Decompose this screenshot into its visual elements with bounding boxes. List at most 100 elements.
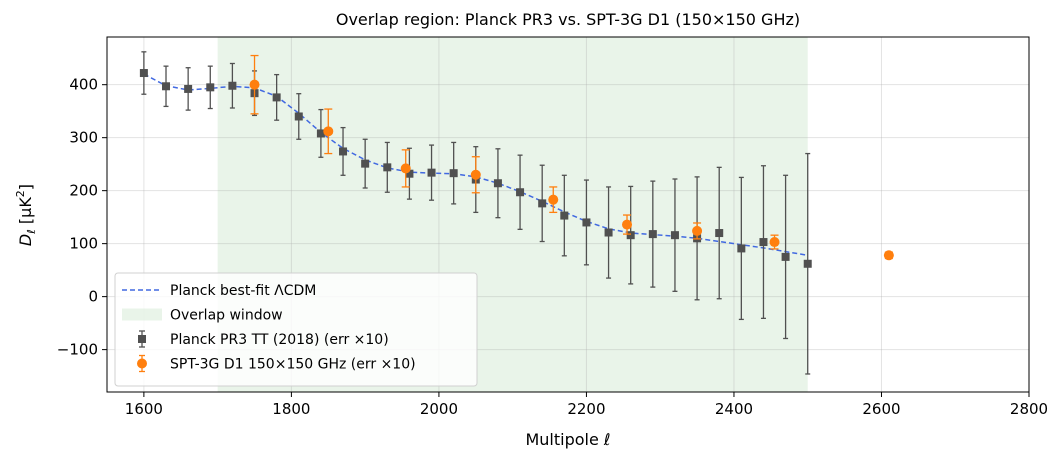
planck-point xyxy=(538,164,547,243)
spt-point xyxy=(548,186,559,214)
square-marker xyxy=(427,168,436,177)
square-marker xyxy=(648,230,657,239)
y-tick-label: 400 xyxy=(69,76,98,94)
planck-point xyxy=(316,108,325,158)
planck-point xyxy=(648,180,657,288)
circle-marker xyxy=(400,163,411,174)
planck-point xyxy=(427,144,436,201)
square-marker xyxy=(405,169,414,178)
y-axis-label-subscript: ℓ xyxy=(25,229,38,235)
square-marker xyxy=(139,69,148,78)
y-tick-label: −100 xyxy=(57,341,98,359)
planck-point xyxy=(361,138,370,189)
planck-point xyxy=(560,174,569,257)
x-tick-label: 1800 xyxy=(272,400,310,418)
square-marker xyxy=(272,93,281,102)
square-marker xyxy=(206,83,215,92)
planck-point xyxy=(493,148,502,219)
legend-entry: Planck PR3 TT (2018) (err ×10) xyxy=(138,330,389,348)
planck-point xyxy=(626,185,635,285)
legend-entry: Overlap window xyxy=(122,308,283,324)
square-marker xyxy=(184,84,193,93)
square-marker xyxy=(228,81,237,90)
square-marker xyxy=(449,169,458,178)
square-marker xyxy=(715,229,724,238)
y-axis-label-unit: [μK xyxy=(16,197,35,230)
planck-point xyxy=(516,154,525,230)
legend-label: Overlap window xyxy=(170,308,283,324)
planck-point xyxy=(383,141,392,193)
plot-frame xyxy=(106,36,1030,393)
legend: Planck best-fit ΛCDM Overlap window Planck… xyxy=(114,272,478,387)
square-marker xyxy=(604,228,613,237)
circle-marker xyxy=(769,237,780,248)
planck-point xyxy=(294,93,303,140)
planck-point xyxy=(449,141,458,205)
circle-marker xyxy=(692,225,703,236)
planck-point xyxy=(737,176,746,321)
legend-box xyxy=(114,272,478,387)
y-tick-label: 300 xyxy=(69,129,98,147)
planck-point xyxy=(405,147,414,200)
planck-point xyxy=(228,62,237,109)
planck-point xyxy=(184,67,193,111)
planck-point xyxy=(139,51,148,95)
legend-square-marker xyxy=(138,335,146,343)
square-marker xyxy=(339,147,348,156)
square-marker xyxy=(294,112,303,121)
square-marker xyxy=(361,159,370,168)
spt-point xyxy=(249,54,260,115)
spt-point xyxy=(883,250,894,261)
planck-point xyxy=(582,179,591,266)
spt-point xyxy=(622,214,633,235)
square-marker xyxy=(781,252,790,261)
y-tick-label: 200 xyxy=(69,182,98,200)
circle-marker xyxy=(249,79,260,90)
spt-point xyxy=(470,156,481,194)
square-marker xyxy=(737,244,746,253)
x-tick-label: 2400 xyxy=(715,400,753,418)
circle-marker xyxy=(883,250,894,261)
x-tick-label: 2200 xyxy=(567,400,605,418)
x-axis-label: Multipole ℓ xyxy=(525,430,610,449)
y-axis-label-symbol: D xyxy=(16,234,35,246)
y-axis-label-superscript: 2 xyxy=(14,190,27,197)
square-marker xyxy=(383,163,392,172)
x-tick-label: 2000 xyxy=(420,400,458,418)
legend-label: Planck PR3 TT (2018) (err ×10) xyxy=(170,332,389,348)
planck-point xyxy=(604,186,613,279)
planck-point xyxy=(339,126,348,176)
y-axis: −100 0 100 200 300 400 xyxy=(57,76,107,359)
legend-entry: SPT-3G D1 150×150 GHz (err ×10) xyxy=(137,354,416,373)
square-marker xyxy=(670,231,679,240)
planck-point xyxy=(670,178,679,292)
circle-marker xyxy=(548,194,559,205)
spt-point xyxy=(400,149,411,188)
chart-title: Overlap region: Planck PR3 vs. SPT-3G D1… xyxy=(336,10,800,29)
planck-point xyxy=(162,65,171,108)
planck-point xyxy=(715,166,724,300)
x-axis: 1600 1800 2000 2200 2400 2600 2800 xyxy=(125,392,1048,418)
planck-point xyxy=(272,73,281,121)
legend-label: Planck best-fit ΛCDM xyxy=(170,283,316,299)
planck-point xyxy=(206,65,215,110)
circle-marker xyxy=(323,126,334,137)
square-marker xyxy=(803,259,812,268)
circle-marker xyxy=(622,219,633,230)
square-marker xyxy=(582,218,591,227)
circle-marker xyxy=(470,169,481,180)
legend-label: SPT-3G D1 150×150 GHz (err ×10) xyxy=(170,357,416,373)
spt-point xyxy=(323,108,334,155)
square-marker xyxy=(538,199,547,208)
y-tick-label: 0 xyxy=(88,288,98,306)
legend-patch-swatch xyxy=(122,308,162,321)
planck-point xyxy=(803,152,812,375)
square-marker xyxy=(560,211,569,220)
spt-point xyxy=(769,234,780,250)
x-tick-label: 2800 xyxy=(1010,400,1048,418)
x-tick-label: 2600 xyxy=(862,400,900,418)
square-marker xyxy=(759,238,768,247)
legend-entry: Planck best-fit ΛCDM xyxy=(122,283,316,299)
spt-point xyxy=(692,222,703,240)
legend-circle-marker xyxy=(137,358,147,369)
